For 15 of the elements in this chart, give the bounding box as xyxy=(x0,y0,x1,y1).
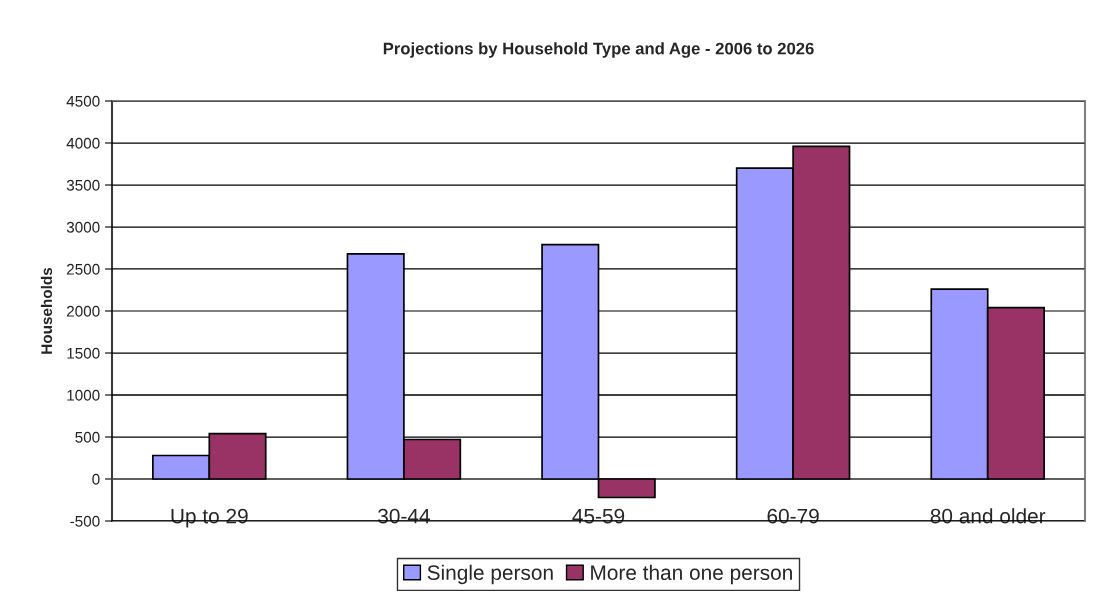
y-tick-label: 500 xyxy=(75,431,100,443)
y-tick-label: 2500 xyxy=(66,263,100,275)
chart-title: Projections by Household Type and Age - 2006 to 2026 xyxy=(383,42,814,58)
y-tick-label: 3500 xyxy=(66,179,100,191)
y-tick-label: 1500 xyxy=(67,347,100,359)
y-tick-label: 1000 xyxy=(67,389,100,401)
y-tick-label: -500 xyxy=(70,515,100,527)
y-tick-label: 3000 xyxy=(66,221,100,233)
y-tick-label: 0 xyxy=(92,473,100,485)
legend-label: More than one person xyxy=(591,564,792,585)
y-tick-label: 4000 xyxy=(66,137,100,149)
legend-label: Single person xyxy=(427,564,553,585)
y-tick-label: 2000 xyxy=(66,305,100,317)
y-axis-title: Households xyxy=(40,267,53,354)
y-tick-label: 4500 xyxy=(66,95,100,107)
